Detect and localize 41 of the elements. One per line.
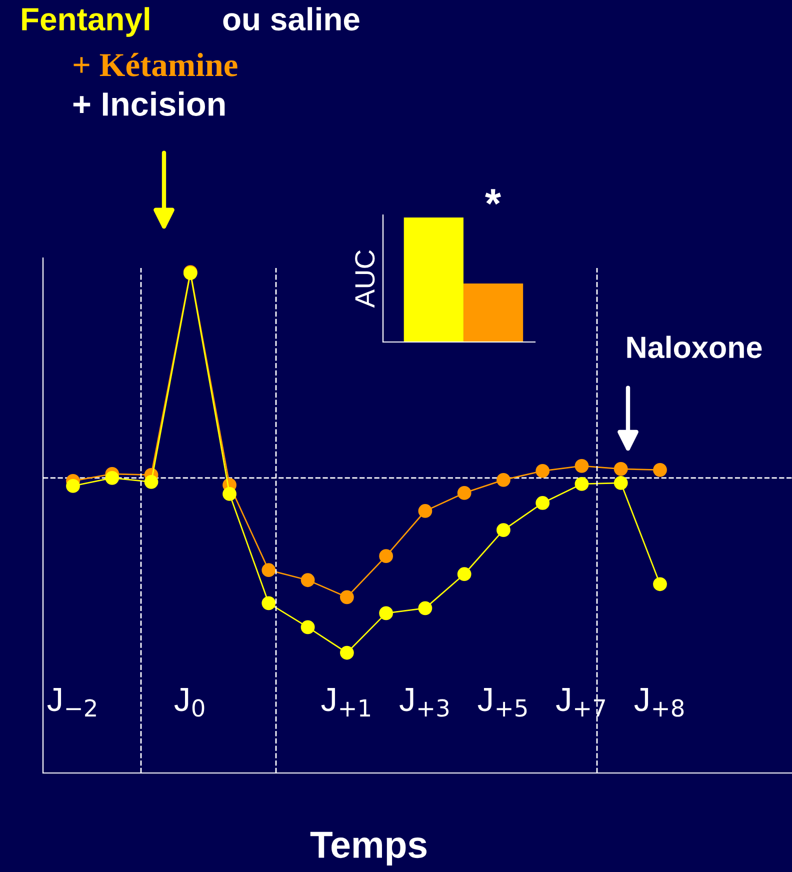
point: [457, 486, 472, 500]
point: [300, 573, 315, 588]
x-tick-label: J$_{+5}$: [478, 688, 527, 717]
x-tick-label: J$_{0}$: [174, 688, 204, 717]
point: [144, 474, 158, 489]
x-tick-label: J$_{+8}$: [634, 688, 684, 717]
text: ou saline: [223, 7, 360, 31]
point: [379, 549, 394, 564]
point: [105, 470, 120, 485]
annotation: Naloxone: [627, 336, 762, 358]
point: [222, 487, 236, 501]
point: [574, 458, 589, 473]
point: [536, 496, 550, 510]
point: [379, 606, 394, 620]
point: [496, 472, 510, 487]
x-axis-title: Temps: [310, 832, 427, 866]
point: [262, 563, 276, 578]
point: [653, 462, 667, 477]
point: [262, 596, 276, 610]
point: [418, 504, 432, 518]
point: [340, 590, 354, 604]
point: [457, 567, 472, 582]
x-tick-label: J$_{−2}$: [47, 688, 96, 716]
point: [418, 601, 432, 616]
x-tick-label: J$_{+3}$: [400, 688, 449, 717]
text: + Incision: [73, 91, 225, 116]
point: [300, 620, 315, 634]
point: [536, 464, 550, 478]
point: [653, 577, 667, 592]
text: + Kétamine: [74, 52, 238, 76]
text: *: [485, 189, 502, 205]
point: [496, 523, 510, 537]
x-tick-label: J$_{+1}$: [321, 688, 370, 716]
point: [614, 476, 628, 490]
text: Fentanyl: [22, 7, 150, 37]
point: [614, 462, 628, 476]
point: [66, 479, 80, 493]
point: [340, 646, 354, 660]
x-tick-label: J$_{+7}$: [556, 688, 605, 716]
y-axis-title: AUC: [355, 250, 375, 308]
point: [574, 476, 589, 491]
